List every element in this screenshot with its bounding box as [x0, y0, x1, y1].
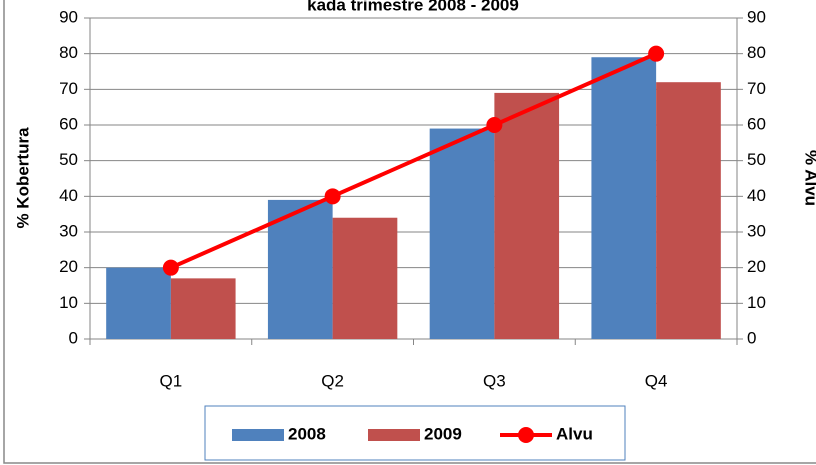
y2-tick-label: 20 [747, 257, 766, 276]
legend-label: 2008 [288, 424, 326, 443]
legend-swatch [232, 429, 284, 441]
legend-label: Alvu [556, 424, 593, 443]
x-tick-label: Q3 [483, 371, 506, 390]
y2-tick-label: 60 [747, 114, 766, 133]
bar [106, 267, 171, 339]
y-tick-label: 30 [59, 221, 78, 240]
chart-title: kada trimestre 2008 - 2009 [307, 0, 519, 14]
bar [429, 128, 495, 339]
legend-swatch [368, 429, 420, 441]
legend-marker [518, 427, 534, 443]
y-tick-label: 80 [59, 43, 78, 62]
line-marker [486, 117, 503, 133]
bar [591, 57, 657, 339]
y-tick-label: 40 [59, 186, 78, 205]
y2-tick-label: 40 [747, 186, 766, 205]
line-marker [162, 259, 179, 276]
y2-tick-label: 10 [747, 293, 766, 312]
y-tick-label: 0 [69, 328, 78, 347]
y2-tick-label: 0 [747, 328, 756, 347]
y-tick-label: 90 [59, 7, 78, 26]
bar [332, 217, 398, 339]
y-tick-label: 20 [59, 257, 78, 276]
x-tick-label: Q2 [321, 371, 344, 390]
line [170, 51, 657, 270]
y-tick-label: 50 [59, 150, 78, 169]
legend-label: 2009 [424, 424, 462, 443]
x-tick-label: Q4 [645, 371, 668, 390]
bar [656, 82, 721, 339]
y2-tick-label: 90 [747, 7, 766, 26]
y2-axis-label: % Alvu [802, 150, 816, 206]
x-tick-label: Q1 [160, 371, 183, 390]
y-tick-label: 70 [59, 79, 78, 98]
y-tick-label: 10 [59, 293, 78, 312]
line-marker [324, 188, 341, 205]
y-axis-label: % Kobertura [13, 127, 32, 229]
y2-tick-label: 30 [747, 221, 766, 240]
bar [170, 278, 236, 339]
y-tick-label: 60 [59, 114, 78, 133]
y2-tick-label: 80 [747, 43, 766, 62]
bar [267, 199, 333, 339]
y2-tick-label: 50 [747, 150, 766, 169]
y2-tick-label: 70 [747, 79, 766, 98]
line-marker [648, 45, 665, 62]
bar [494, 92, 560, 340]
